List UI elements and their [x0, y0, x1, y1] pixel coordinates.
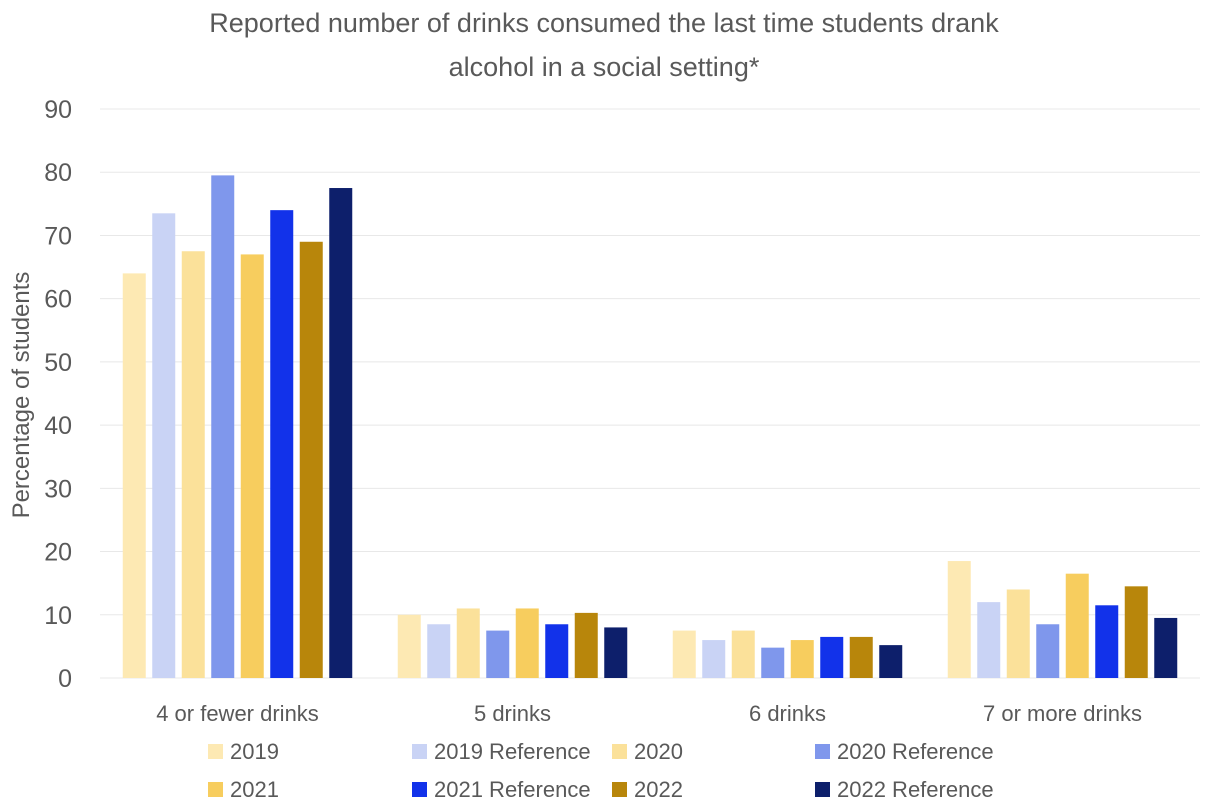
- bar: [545, 624, 569, 678]
- y-tick-label: 30: [44, 475, 72, 503]
- legend-swatch: [815, 744, 830, 759]
- bar: [977, 602, 1001, 678]
- legend-label: 2019: [230, 739, 279, 764]
- legend: 2019 2019 Reference 2020 2020 Reference 2021…: [208, 739, 994, 802]
- bar: [270, 210, 294, 678]
- legend-label: 2021 Reference: [434, 777, 591, 802]
- bars: [122, 175, 1178, 679]
- chart-title: Reported number of drinks consumed the l…: [209, 8, 999, 82]
- bar: [790, 640, 814, 678]
- bar: [1065, 573, 1089, 678]
- bar: [299, 241, 323, 678]
- legend-swatch: [815, 782, 830, 797]
- bar: [329, 188, 353, 678]
- bar: [240, 254, 264, 678]
- category-label: 6 drinks: [749, 701, 826, 726]
- y-tick-label: 90: [44, 96, 72, 124]
- y-tick-label: 50: [44, 349, 72, 377]
- category-label: 4 or fewer drinks: [156, 701, 319, 726]
- bar: [879, 645, 903, 678]
- bar: [820, 636, 844, 678]
- x-axis-categories: 4 or fewer drinks 5 drinks 6 drinks 7 or mo…: [156, 701, 1142, 726]
- y-tick-label: 0: [58, 665, 72, 693]
- legend-swatch: [412, 744, 427, 759]
- y-tick-label: 20: [44, 539, 72, 567]
- y-tick-label: 60: [44, 286, 72, 314]
- bar: [1124, 586, 1148, 678]
- bar: [604, 627, 628, 678]
- bar: [486, 630, 510, 678]
- bar: [122, 273, 146, 678]
- y-tick-label: 70: [44, 222, 72, 250]
- legend-label: 2022 Reference: [837, 777, 994, 802]
- bar: [152, 213, 176, 679]
- y-tick-label: 10: [44, 602, 72, 630]
- legend-swatch: [208, 744, 223, 759]
- legend-swatch: [612, 782, 627, 797]
- chart-title-line-2: alcohol in a social setting*: [449, 52, 760, 82]
- bar: [1154, 617, 1178, 678]
- legend-label: 2022: [634, 777, 683, 802]
- bar: [947, 561, 971, 678]
- bar: [397, 614, 421, 678]
- bar: [456, 608, 480, 678]
- y-tick-label: 80: [44, 159, 72, 187]
- y-axis-title: Percentage of students: [8, 272, 35, 519]
- bar: [211, 175, 235, 678]
- legend-label: 2020 Reference: [837, 739, 994, 764]
- legend-swatch: [612, 744, 627, 759]
- bar: [849, 636, 873, 678]
- bar: [1036, 624, 1060, 678]
- bar: [702, 640, 726, 678]
- bar: [574, 612, 598, 678]
- legend-label: 2019 Reference: [434, 739, 591, 764]
- legend-swatch: [412, 782, 427, 797]
- bar: [1006, 589, 1030, 678]
- bar: [1095, 605, 1119, 678]
- legend-label: 2020: [634, 739, 683, 764]
- y-axis-ticks: 0 10 20 30 40 50 60 70 80 90: [44, 96, 72, 693]
- category-label: 5 drinks: [474, 701, 551, 726]
- bar: [731, 630, 755, 678]
- bar: [181, 251, 205, 678]
- bar: [761, 647, 785, 678]
- bar: [427, 624, 451, 678]
- category-label: 7 or more drinks: [983, 701, 1142, 726]
- legend-swatch: [208, 782, 223, 797]
- bar: [672, 630, 696, 678]
- legend-label: 2021: [230, 777, 279, 802]
- gridlines: [100, 108, 1200, 679]
- y-tick-label: 40: [44, 412, 72, 440]
- chart-title-line-1: Reported number of drinks consumed the l…: [209, 8, 999, 38]
- bar: [515, 608, 539, 678]
